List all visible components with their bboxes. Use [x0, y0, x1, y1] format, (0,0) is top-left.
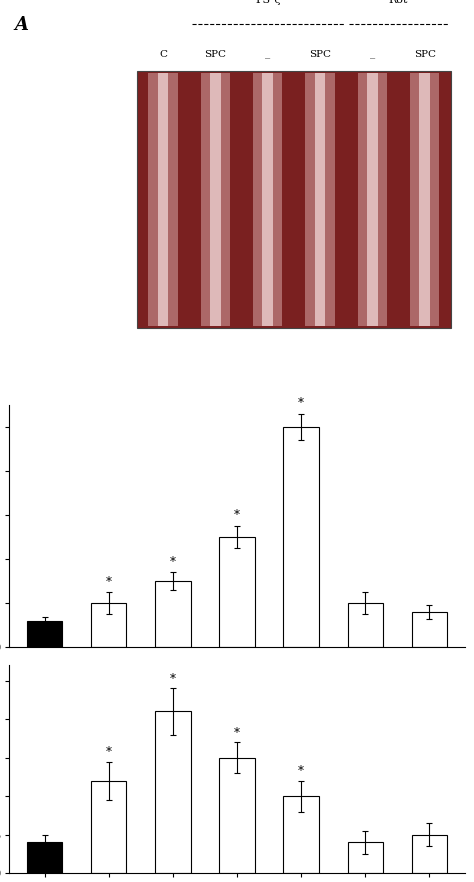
Text: *: *	[106, 576, 112, 588]
Bar	[263, 73, 273, 326]
Bar	[305, 73, 335, 326]
Bar	[411, 834, 447, 873]
Bar	[137, 71, 451, 328]
Bar	[358, 73, 387, 326]
Text: SPC: SPC	[414, 50, 436, 59]
Text: *: *	[106, 746, 112, 759]
Bar	[219, 537, 255, 647]
Text: *: *	[170, 673, 176, 686]
Bar	[410, 73, 439, 326]
Text: *: *	[234, 727, 240, 740]
Text: *: *	[234, 510, 240, 522]
Bar	[155, 581, 191, 647]
Text: _: _	[265, 50, 270, 59]
Bar	[201, 73, 230, 326]
Bar	[367, 73, 378, 326]
Text: *: *	[298, 766, 304, 779]
Bar	[347, 842, 383, 873]
Bar	[148, 73, 178, 326]
Text: *: *	[170, 556, 176, 569]
Text: SPC: SPC	[309, 50, 331, 59]
Text: Rot: Rot	[389, 0, 408, 5]
Bar	[27, 621, 63, 647]
Bar	[347, 603, 383, 647]
Text: A: A	[14, 16, 28, 34]
Bar	[91, 781, 127, 873]
Bar	[411, 612, 447, 647]
Bar	[283, 796, 319, 873]
Text: _: _	[370, 50, 375, 59]
Bar	[91, 603, 127, 647]
Bar	[315, 73, 325, 326]
Bar	[219, 758, 255, 873]
Bar	[155, 712, 191, 873]
Text: PS-ζ: PS-ζ	[255, 0, 281, 5]
Text: C: C	[159, 50, 167, 59]
Text: *: *	[298, 397, 304, 410]
Bar	[283, 427, 319, 647]
Text: SPC: SPC	[204, 50, 227, 59]
Bar	[253, 73, 283, 326]
Bar	[27, 842, 63, 873]
Bar	[419, 73, 430, 326]
Text: B: B	[14, 407, 29, 425]
Bar	[158, 73, 168, 326]
Bar	[210, 73, 220, 326]
